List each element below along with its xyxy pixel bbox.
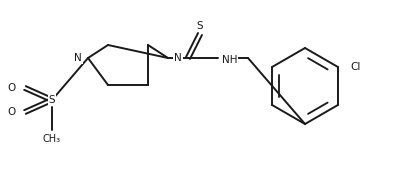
Text: N: N — [74, 53, 82, 63]
Text: O: O — [8, 107, 16, 117]
Text: CH₃: CH₃ — [43, 134, 61, 144]
Text: Cl: Cl — [350, 62, 360, 72]
Text: N: N — [174, 53, 182, 63]
Text: O: O — [8, 83, 16, 93]
Text: NH: NH — [222, 55, 238, 65]
Text: S: S — [197, 21, 203, 31]
Text: S: S — [49, 95, 55, 105]
